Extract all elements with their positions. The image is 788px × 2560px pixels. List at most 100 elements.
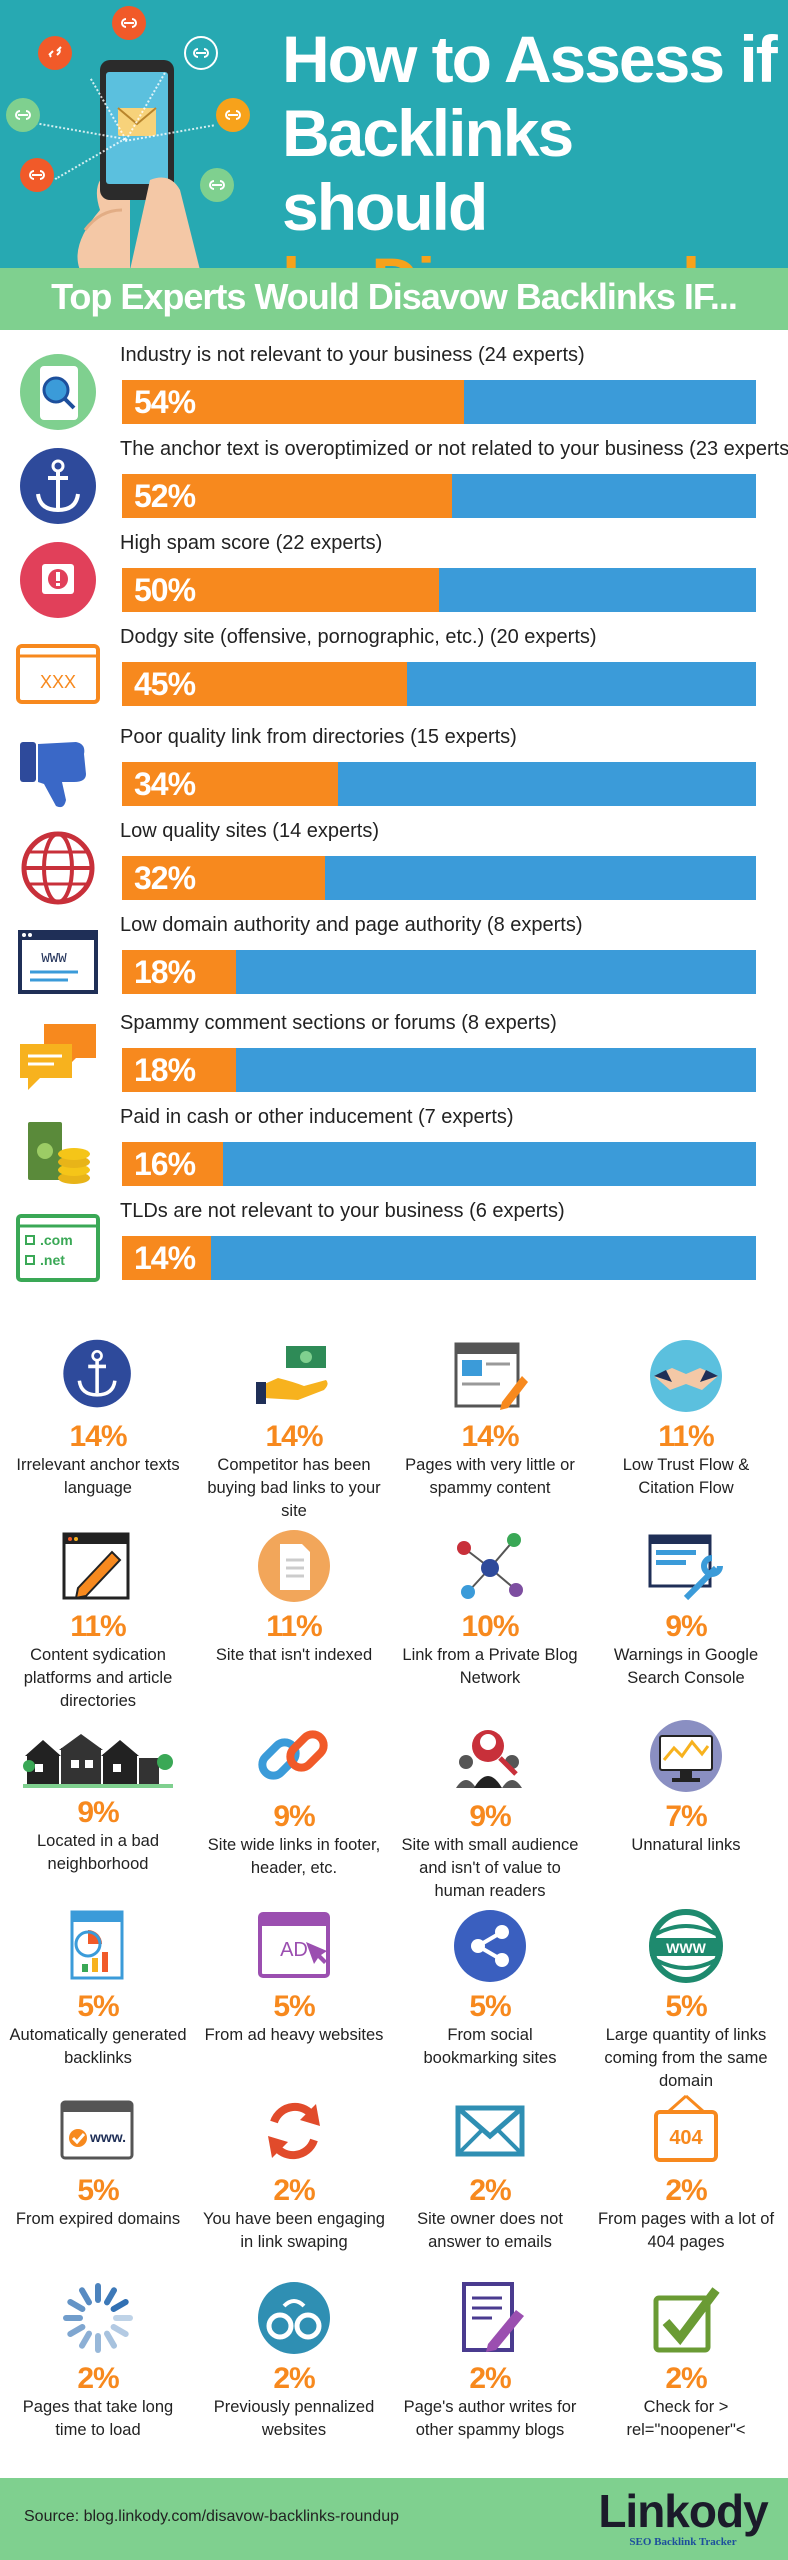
grid-percent: 11% [70, 1610, 126, 1643]
audience-search-icon [450, 1718, 530, 1796]
link-node-icon [6, 98, 40, 132]
grid-item: 10% Link from a Private Blog Network [392, 1528, 588, 1690]
grid-item: 11% Content sydication platforms and arti… [0, 1528, 196, 1713]
bar-row: Industry is not relevant to your busines… [0, 344, 788, 442]
grid-label: Irrelevant anchor texts language [16, 1456, 180, 1497]
bar-label: Low domain authority and page authority … [120, 914, 583, 936]
grid-item: 14% Pages with very little or spammy cont… [392, 1338, 588, 1500]
network-icon [450, 1528, 530, 1606]
bar-row: Low quality sites (14 experts) 32% [0, 820, 788, 918]
linkody-logo: Linkody SEO Backlink Tracker [588, 2486, 778, 2548]
bar-track: 50% [122, 568, 756, 612]
grid-percent: 5% [273, 1990, 315, 2023]
loading-spinner-icon [58, 2280, 138, 2358]
grid-percent: 9% [273, 1800, 315, 1833]
grid-item: 9% Site wide links in footer, header, etc… [196, 1718, 392, 1880]
bar-row: WWW Low domain authority and page authori… [0, 914, 788, 1012]
link-node-icon [200, 168, 234, 202]
bar-percent: 18% [134, 954, 196, 990]
bar-row: Paid in cash or other inducement (7 expe… [0, 1106, 788, 1204]
title-line-2: Backlinks should [282, 96, 574, 244]
grid-item: 9% Warnings in Google Search Console [588, 1528, 784, 1690]
grid-label: Automatically generated backlinks [9, 2026, 187, 2067]
bar-fill [122, 380, 465, 424]
cash-coins-icon [14, 1114, 104, 1194]
bar-row: High spam score (22 experts) 50% [0, 532, 788, 630]
www-globe-icon: WWW [646, 1908, 726, 1986]
bar-percent: 16% [134, 1146, 196, 1182]
monitor-chart-icon [646, 1718, 726, 1796]
svg-text:404: 404 [669, 2127, 703, 2149]
grid-label: Low Trust Flow & Citation Flow [622, 1456, 750, 1497]
page-edit-icon [450, 1338, 530, 1416]
grid-item: 2% Previously pennalized websites [196, 2280, 392, 2442]
grid-item: 2% You have been engaging in link swaping [196, 2092, 392, 2254]
pencil-browser-icon [58, 1528, 138, 1606]
bar-percent: 18% [134, 1052, 196, 1088]
bar-row: Spammy comment sections or forums (8 exp… [0, 1012, 788, 1110]
error-404-icon: 404 [646, 2092, 726, 2170]
grid-item: www. 5% From expired domains [0, 2092, 196, 2231]
grid-label: Check for > rel="noopener"< [626, 2398, 746, 2439]
grid-percent: 5% [469, 1990, 511, 2023]
grid-item: 9% Located in a bad neighborhood [0, 1718, 196, 1876]
globe-icon [14, 828, 104, 908]
bar-fill [122, 474, 452, 518]
grid-item: 9% Site with small audience and isn't of … [392, 1718, 588, 1903]
header-banner: How to Assess if Backlinks should be Dis… [0, 0, 788, 268]
bar-percent: 32% [134, 860, 196, 896]
grid-label: Located in a bad neighborhood [36, 1832, 160, 1873]
grid-item: 2% Pages that take long time to load [0, 2280, 196, 2442]
bar-track: 52% [122, 474, 756, 518]
bar-fill [122, 662, 408, 706]
grid-label: Page's author writes for other spammy bl… [403, 2398, 577, 2439]
page-title: How to Assess if Backlinks should be Dis… [282, 22, 782, 268]
www-browser-icon: WWW [14, 922, 104, 1002]
anchor-icon [14, 446, 104, 526]
smartphone-icon [77, 60, 200, 268]
grid-label: Previously pennalized websites [213, 2398, 375, 2439]
grid-item: WWW 5% Large quantity of links coming from… [588, 1908, 784, 2093]
report-icon [58, 1908, 138, 1986]
bar-row: .com .net TLDs are not relevant to your bu… [0, 1200, 788, 1298]
bar-percent: 34% [134, 766, 196, 802]
bar-track: 14% [122, 1236, 756, 1280]
grid-label: Warnings in Google Search Console [613, 1646, 759, 1687]
bar-row: XXX Dodgy site (offensive, pornographic, … [0, 626, 788, 724]
svg-text:AD: AD [280, 1939, 308, 1961]
handcuffs-icon [254, 2280, 334, 2358]
bar-label: Spammy comment sections or forums (8 exp… [120, 1012, 557, 1034]
grid-item: 14% Competitor has been buying bad links … [196, 1338, 392, 1523]
section-subheader: Top Experts Would Disavow Backlinks IF..… [0, 268, 788, 330]
bar-label: TLDs are not relevant to your business (… [120, 1200, 565, 1222]
grid-percent: 9% [469, 1800, 511, 1833]
subheader-text: Top Experts Would Disavow Backlinks IF..… [51, 276, 738, 317]
houses-icon [23, 1732, 173, 1792]
grid-item: 11% Site that isn't indexed [196, 1528, 392, 1667]
grid-percent: 5% [77, 2174, 119, 2207]
link-node-icon [38, 36, 72, 70]
grid-percent: 7% [665, 1800, 707, 1833]
svg-text:WWW: WWW [41, 951, 67, 967]
bar-track: 16% [122, 1142, 756, 1186]
bar-row: The anchor text is overoptimized or not … [0, 438, 788, 536]
grid-label: You have been engaging in link swaping [203, 2210, 385, 2251]
title-line-1: How to Assess if [282, 22, 778, 96]
envelope-icon [450, 2092, 530, 2170]
chain-link-icon [254, 1718, 334, 1796]
grid-label: Link from a Private Blog Network [402, 1646, 578, 1687]
anchor-icon [58, 1338, 138, 1416]
grid-label: From social bookmarking sites [423, 2026, 557, 2067]
bar-percent: 45% [134, 666, 196, 702]
svg-text:.net: .net [40, 1252, 65, 1268]
bar-label: Low quality sites (14 experts) [120, 820, 380, 842]
bar-percent: 50% [134, 572, 196, 608]
grid-percent: 14% [265, 1420, 323, 1453]
handshake-icon [646, 1338, 726, 1416]
tools-browser-icon [646, 1528, 726, 1606]
spam-warning-icon [14, 540, 104, 620]
bar-fill [122, 950, 237, 994]
grid-label: Site owner does not answer to emails [417, 2210, 563, 2251]
chat-bubbles-icon [14, 1020, 104, 1100]
phone-hand-illustration [60, 60, 260, 268]
